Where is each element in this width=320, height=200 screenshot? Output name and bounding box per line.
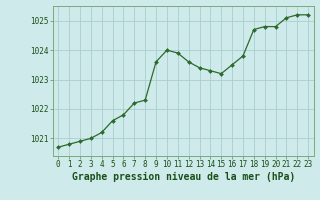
X-axis label: Graphe pression niveau de la mer (hPa): Graphe pression niveau de la mer (hPa): [72, 172, 295, 182]
